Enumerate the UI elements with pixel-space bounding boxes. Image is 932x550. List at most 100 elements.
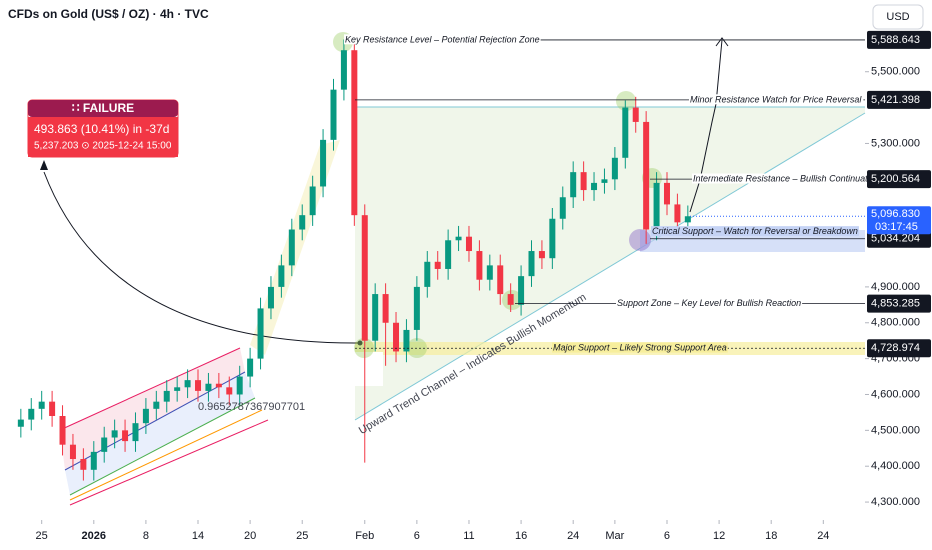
x-tick-label: 6 (664, 530, 670, 542)
candle-body (455, 236, 462, 241)
level-label: 5,588.643 (871, 34, 920, 46)
failure-title: ∷ FAILURE (72, 101, 134, 115)
candle-body (653, 182, 660, 230)
candle-body (476, 251, 483, 280)
candle-body (80, 459, 87, 470)
channel-line (69, 419, 269, 506)
candle-body (465, 236, 472, 252)
last-price-badge (867, 206, 931, 235)
level-text: Support Zone – Key Level for Bullish Rea… (617, 298, 801, 308)
x-tick-label: 20 (244, 530, 256, 542)
failure-body (28, 117, 178, 157)
candle-body (101, 437, 108, 452)
candle-body (538, 251, 545, 259)
fib-value: 0.9652787367907701 (198, 401, 305, 413)
level-badge (867, 339, 931, 358)
candle-body (195, 380, 202, 391)
candle-body (622, 107, 629, 158)
level-label: 5,421.398 (871, 94, 920, 106)
failure-point (357, 340, 363, 346)
level-text: Critical Support – Watch for Reversal or… (652, 226, 858, 236)
failure-change: 493.863 (10.41%) in -37d (34, 122, 169, 136)
candle-body (351, 50, 358, 216)
level-text-bg (552, 342, 728, 353)
candle-body (611, 157, 618, 180)
label-mask (343, 352, 383, 386)
channel-line (69, 409, 263, 501)
candle-body (174, 387, 181, 391)
candle-body (330, 89, 337, 140)
candle-body (445, 240, 452, 269)
currency[interactable]: USD (886, 11, 909, 23)
y-tick-label: 4,600.000 (871, 388, 920, 400)
failure-detail: 5,237.203 ⊙ 2025-12-24 15:00 (34, 141, 172, 152)
channel-line (59, 347, 241, 431)
candle-body (580, 172, 587, 191)
candle-body (393, 322, 400, 352)
candle-body (236, 376, 243, 395)
countdown: 03:17:45 (875, 221, 918, 233)
y-tick-label: 4,400.000 (871, 460, 920, 472)
candle-body (163, 390, 170, 402)
candle-body (559, 197, 566, 219)
candle-body (153, 401, 160, 409)
candle-body (59, 416, 66, 445)
level-badge (867, 170, 931, 189)
level-text-bg (344, 34, 541, 45)
failure-marker (40, 160, 48, 170)
candle-body (424, 261, 431, 287)
candle-body (674, 204, 681, 223)
projection-arrow (689, 39, 723, 213)
y-tick-label: 5,300.000 (871, 137, 920, 149)
candle-body (267, 286, 274, 309)
x-tick-label: 24 (567, 530, 579, 542)
x-tick-label: 2026 (82, 530, 106, 542)
candle-body (684, 216, 691, 223)
level-label: 4,728.974 (871, 342, 920, 354)
candle-body (184, 380, 191, 388)
y-tick-label: 4,800.000 (871, 317, 920, 329)
x-tick-label: 12 (713, 530, 725, 542)
triangle-support (354, 112, 866, 421)
level-label: 5,200.564 (871, 173, 920, 185)
candle-body (320, 139, 327, 187)
candle-body (372, 294, 379, 341)
x-tick-label: 25 (296, 530, 308, 542)
level-text-bg (616, 298, 803, 309)
x-tick-label: 25 (36, 530, 48, 542)
candle-body (288, 229, 295, 266)
highlight-circle (616, 91, 636, 111)
x-tick-label: 14 (192, 530, 204, 542)
candle-body (38, 401, 45, 409)
candle-body (247, 358, 254, 377)
candle-body (591, 182, 598, 191)
candle-body (28, 408, 35, 420)
x-tick-label: 6 (414, 530, 420, 542)
candle-body (340, 50, 347, 90)
level-text: Intermediate Resistance – Bullish Contin… (693, 173, 903, 183)
candle-body (257, 308, 264, 359)
candle-body (643, 121, 650, 230)
y-tick-label: 4,500.000 (871, 424, 920, 436)
candle-body (382, 294, 389, 323)
level-text: Major Support – Likely Strong Support Ar… (553, 343, 727, 353)
candle-body (205, 383, 212, 391)
x-tick-label: 18 (765, 530, 777, 542)
symbol-title: CFDs on Gold (US$ / OZ) · 4h · TVC (8, 7, 209, 21)
candle-body (663, 182, 670, 205)
candle-body (549, 218, 556, 259)
last-price-label: 5,096.830 (871, 208, 920, 220)
candle-body (361, 215, 368, 341)
candle-body (570, 172, 577, 198)
candle-body (111, 430, 118, 438)
highlight-circle (629, 229, 651, 251)
level-text: Key Resistance Level – Potential Rejecti… (345, 34, 540, 44)
candle-body (486, 265, 493, 280)
candle-body (215, 383, 222, 388)
level-text-bg (692, 173, 904, 184)
candle-body (132, 423, 139, 442)
time-axis (0, 521, 932, 550)
currency-button[interactable] (872, 4, 924, 30)
